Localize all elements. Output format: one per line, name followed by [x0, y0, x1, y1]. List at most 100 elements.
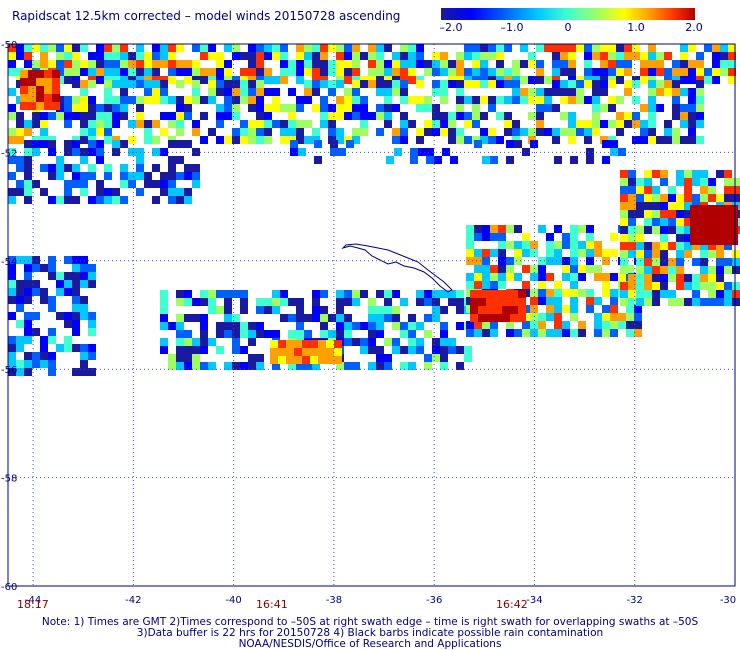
- wind-cell: [208, 306, 216, 314]
- wind-cell: [648, 60, 656, 68]
- wind-cell: [184, 164, 192, 172]
- wind-cell: [698, 237, 706, 245]
- wind-cell: [352, 298, 360, 306]
- wind-cell: [676, 242, 684, 250]
- wind-cell: [400, 322, 408, 330]
- wind-cell: [88, 264, 96, 272]
- wind-cell: [298, 148, 306, 156]
- wind-cell: [514, 273, 522, 281]
- wind-cell: [144, 136, 152, 144]
- wind-cell: [208, 88, 216, 96]
- wind-cell: [608, 120, 616, 128]
- wind-cell: [480, 128, 488, 136]
- wind-cell: [136, 80, 144, 88]
- wind-cell: [272, 52, 280, 60]
- wind-cell: [248, 128, 256, 136]
- wind-cell: [344, 112, 352, 120]
- wind-cell: [112, 44, 120, 52]
- wind-cell: [394, 148, 402, 156]
- wind-cell: [264, 306, 272, 314]
- wind-cell: [472, 52, 480, 60]
- wind-cell: [470, 298, 478, 306]
- wind-cell: [586, 241, 594, 249]
- wind-cell: [112, 188, 120, 196]
- wind-cell: [652, 226, 660, 234]
- wind-cell: [732, 178, 740, 186]
- latitude-label: -52: [1, 148, 17, 159]
- wind-cell: [112, 52, 120, 60]
- wind-cell: [716, 170, 724, 178]
- wind-cell: [216, 60, 224, 68]
- wind-cell: [278, 340, 286, 348]
- wind-cell: [616, 128, 624, 136]
- wind-cell: [24, 264, 32, 272]
- wind-cell: [152, 120, 160, 128]
- wind-cell: [562, 265, 570, 273]
- wind-cell: [600, 68, 608, 76]
- wind-cell: [280, 52, 288, 60]
- wind-cell: [264, 52, 272, 60]
- wind-cell: [628, 178, 636, 186]
- wind-cell: [732, 186, 740, 194]
- wind-cell: [636, 210, 644, 218]
- wind-cell: [24, 336, 32, 344]
- wind-cell: [312, 298, 320, 306]
- wind-cell: [56, 44, 64, 52]
- wind-cell: [88, 128, 96, 136]
- wind-cell: [296, 104, 304, 112]
- wind-cell: [706, 221, 714, 229]
- wind-cell: [648, 44, 656, 52]
- wind-cell: [424, 120, 432, 128]
- wind-cell: [624, 60, 632, 68]
- wind-cell: [8, 196, 16, 204]
- wind-cell: [594, 249, 602, 257]
- wind-cell: [328, 88, 336, 96]
- wind-cell: [64, 52, 72, 60]
- wind-cell: [104, 60, 112, 68]
- wind-cell: [360, 80, 368, 88]
- wind-cell: [16, 136, 24, 144]
- wind-cell: [482, 281, 490, 289]
- wind-cell: [192, 88, 200, 96]
- wind-cell: [562, 321, 570, 329]
- wind-cell: [728, 76, 736, 84]
- wind-cell: [272, 76, 280, 84]
- wind-cell: [176, 128, 184, 136]
- wind-cell: [602, 273, 610, 281]
- wind-cell: [424, 128, 432, 136]
- wind-cell: [636, 242, 644, 250]
- wind-cell: [240, 330, 248, 338]
- wind-cell: [304, 60, 312, 68]
- wind-cell: [640, 68, 648, 76]
- wind-cell: [152, 196, 160, 204]
- wind-cell: [120, 60, 128, 68]
- wind-cell: [456, 136, 464, 144]
- wind-cell: [408, 68, 416, 76]
- wind-cell: [730, 229, 738, 237]
- wind-cell: [168, 76, 176, 84]
- wind-cell: [96, 156, 104, 164]
- wind-cell: [660, 210, 668, 218]
- wind-cell: [592, 128, 600, 136]
- wind-cell: [700, 282, 708, 290]
- wind-cell: [160, 60, 168, 68]
- wind-cell: [684, 218, 692, 226]
- wind-cell: [256, 330, 264, 338]
- wind-cell: [28, 78, 36, 86]
- wind-cell: [560, 88, 568, 96]
- wind-cell: [644, 170, 652, 178]
- wind-cell: [568, 68, 576, 76]
- wind-cell: [20, 70, 28, 78]
- wind-cell: [344, 44, 352, 52]
- wind-cell: [416, 80, 424, 88]
- wind-cell: [440, 322, 448, 330]
- wind-cell: [104, 68, 112, 76]
- wind-cell: [40, 264, 48, 272]
- wind-cell: [636, 186, 644, 194]
- wind-cell: [700, 194, 708, 202]
- wind-cell: [584, 96, 592, 104]
- wind-cell: [216, 322, 224, 330]
- wind-cell: [224, 60, 232, 68]
- wind-cell: [648, 96, 656, 104]
- wind-cell: [704, 68, 712, 76]
